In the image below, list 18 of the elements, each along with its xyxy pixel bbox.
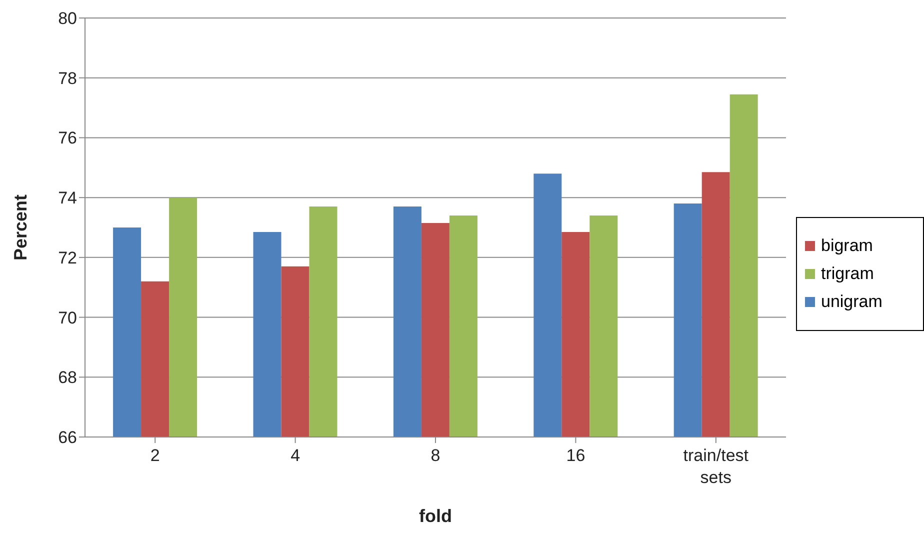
- y-tick-label: 80: [58, 9, 77, 28]
- y-tick-label: 70: [58, 308, 77, 328]
- x-tick-label: 16: [566, 446, 586, 465]
- legend-label: bigram: [821, 236, 873, 256]
- x-tick-label: 8: [430, 446, 440, 465]
- y-tick-label: 66: [58, 428, 77, 448]
- y-tick-label: 76: [58, 128, 77, 148]
- legend-label: unigram: [821, 292, 882, 312]
- y-tick-label: 78: [58, 68, 77, 88]
- x-tick-label: 4: [290, 446, 300, 465]
- x-tick-label: 2: [150, 446, 160, 465]
- x-tick-label: train/test sets: [683, 446, 749, 487]
- x-axis-title: fold: [419, 506, 452, 526]
- y-axis-title: Percent: [10, 194, 30, 261]
- y-tick-label: 72: [58, 248, 77, 268]
- legend-label: trigram: [821, 264, 874, 284]
- y-tick-label: 74: [58, 188, 77, 208]
- y-tick-label: 68: [58, 368, 77, 388]
